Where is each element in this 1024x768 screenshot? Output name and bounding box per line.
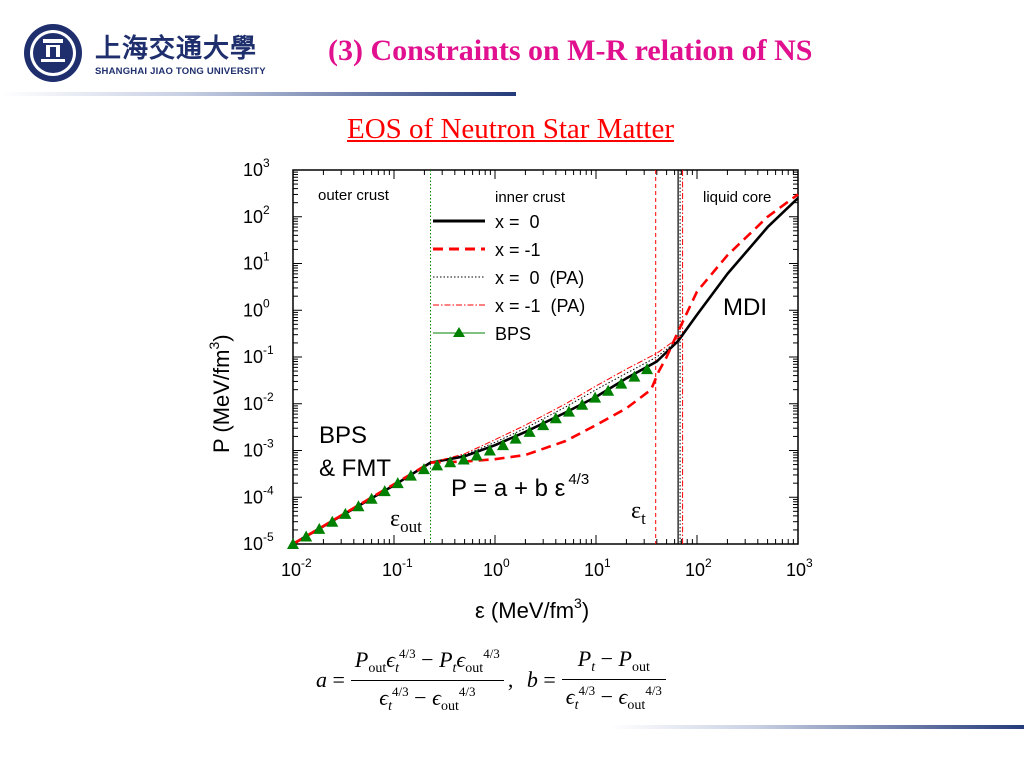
annotation-formula: P = a + b ε 4/3	[451, 471, 589, 502]
x-axis-label: ε (MeV/fm3)	[475, 595, 589, 623]
x-tick-label: 102	[685, 556, 712, 580]
bps-triangle-marker	[352, 500, 365, 512]
bps-triangle-marker	[641, 363, 654, 375]
bps-triangle-marker	[378, 485, 391, 497]
bps-triangle-marker	[313, 522, 326, 534]
footer-divider	[610, 725, 1024, 729]
bps-triangle-marker	[562, 405, 575, 417]
bps-triangle-marker	[628, 370, 641, 382]
bps-triangle-marker	[615, 377, 628, 389]
bps-triangle-marker	[549, 412, 562, 424]
y-tick-label: 102	[243, 203, 270, 227]
region-label-inner-crust: inner crust	[495, 189, 566, 206]
bps-triangle-marker	[523, 425, 536, 437]
annotation-eps-out: εout	[390, 506, 422, 536]
slide-subtitle: EOS of Neutron Star Matter	[347, 113, 674, 145]
logo-name-english: SHANGHAI JIAO TONG UNIVERSITY	[95, 66, 266, 77]
x-tick-label: 103	[786, 556, 813, 580]
bps-triangle-marker	[431, 459, 444, 471]
formula-a-lhs: a =	[316, 667, 345, 692]
bps-triangle-marker	[365, 492, 378, 504]
region-label-liquid-core: liquid core	[703, 189, 771, 206]
y-tick-labels: 10-5 10-4 10-3 10-2 10-1 100 101 102 103	[243, 156, 274, 554]
bps-triangle-marker	[483, 444, 496, 456]
legend-label-xm1: x = -1	[495, 240, 541, 260]
bps-triangle-marker	[391, 477, 404, 489]
x-tick-label: 101	[584, 556, 611, 580]
y-tick-label: 10-4	[243, 483, 274, 507]
series-line-3	[430, 334, 683, 464]
annotation-eps-t: εt	[631, 498, 646, 528]
university-logo: 上海交通大學 SHANGHAI JIAO TONG UNIVERSITY	[22, 22, 266, 86]
y-axis-label: P (MeV/fm3)	[206, 334, 234, 453]
legend-triangle-icon	[453, 327, 465, 337]
bps-triangle-marker	[496, 439, 509, 451]
bps-triangle-marker	[509, 432, 522, 444]
y-tick-label: 101	[243, 250, 270, 274]
legend-label-x0: x = 0	[495, 212, 540, 232]
bps-triangle-marker	[602, 384, 615, 396]
bps-triangle-marker	[537, 419, 550, 431]
bps-triangle-marker	[417, 463, 430, 475]
formula-a-fraction: Poutϵt4/3 − Ptϵout4/3 ϵt4/3 − ϵout4/3	[350, 646, 504, 715]
eos-chart: 10-2 10-1 100 101 102 103 10-5 10-4 10-3 10-2 10-…	[195, 148, 835, 638]
bps-triangle-marker	[470, 449, 483, 461]
x-tick-labels: 10-2 10-1 100 101 102 103	[281, 556, 813, 580]
formula-b-lhs: b =	[526, 667, 556, 692]
eos-chart-svg: 10-2 10-1 100 101 102 103 10-510-410-310-210-…	[206, 156, 813, 623]
bps-triangle-marker	[444, 456, 457, 468]
region-label-outer-crust: outer crust	[318, 187, 390, 204]
logo-name-chinese: 上海交通大學	[95, 34, 258, 64]
bps-triangle-marker	[576, 398, 589, 410]
legend-label-x0-pa: x = 0 (PA)	[495, 268, 584, 288]
coefficient-formulas: a = Poutϵt4/3 − Ptϵout4/3 ϵt4/3 − ϵout4/…	[316, 642, 786, 718]
bps-triangle-marker	[300, 530, 313, 542]
formula-b-fraction: Pt − Pout ϵt4/3 − ϵout4/3	[561, 646, 666, 714]
slide-title: (3) Constraints on M-R relation of NS	[328, 34, 813, 67]
bps-markers	[287, 363, 654, 549]
sjtu-emblem-icon	[24, 24, 82, 82]
y-tick-label: 103	[243, 156, 270, 180]
series-line-2	[430, 338, 681, 464]
bps-triangle-marker	[589, 391, 602, 403]
bps-triangle-marker	[457, 453, 470, 465]
annotation-mdi: MDI	[723, 294, 767, 321]
y-tick-label: 10-1	[243, 343, 274, 367]
chart-legend: x = 0 x = -1 x = 0 (PA) x = -1 (PA) BPS	[433, 212, 585, 344]
y-tick-label: 10-2	[243, 390, 274, 414]
header-divider	[0, 92, 516, 96]
x-tick-label: 100	[483, 556, 510, 580]
bps-triangle-marker	[404, 469, 417, 481]
bps-triangle-marker	[326, 515, 339, 527]
bps-triangle-marker	[287, 538, 299, 549]
x-tick-label: 10-2	[281, 556, 312, 580]
legend-label-xm1-pa: x = -1 (PA)	[495, 296, 585, 316]
annotation-fmt: & FMT	[319, 455, 391, 482]
y-tick-label: 10-5	[243, 530, 274, 554]
y-tick-label: 100	[243, 296, 270, 320]
legend-label-bps: BPS	[495, 324, 531, 344]
vertical-markers	[430, 170, 684, 544]
bps-triangle-marker	[339, 507, 352, 519]
annotation-bps: BPS	[319, 422, 367, 449]
axis-ticks	[292, 169, 799, 545]
y-tick-label: 10-3	[243, 437, 274, 461]
x-tick-label: 10-1	[382, 556, 413, 580]
